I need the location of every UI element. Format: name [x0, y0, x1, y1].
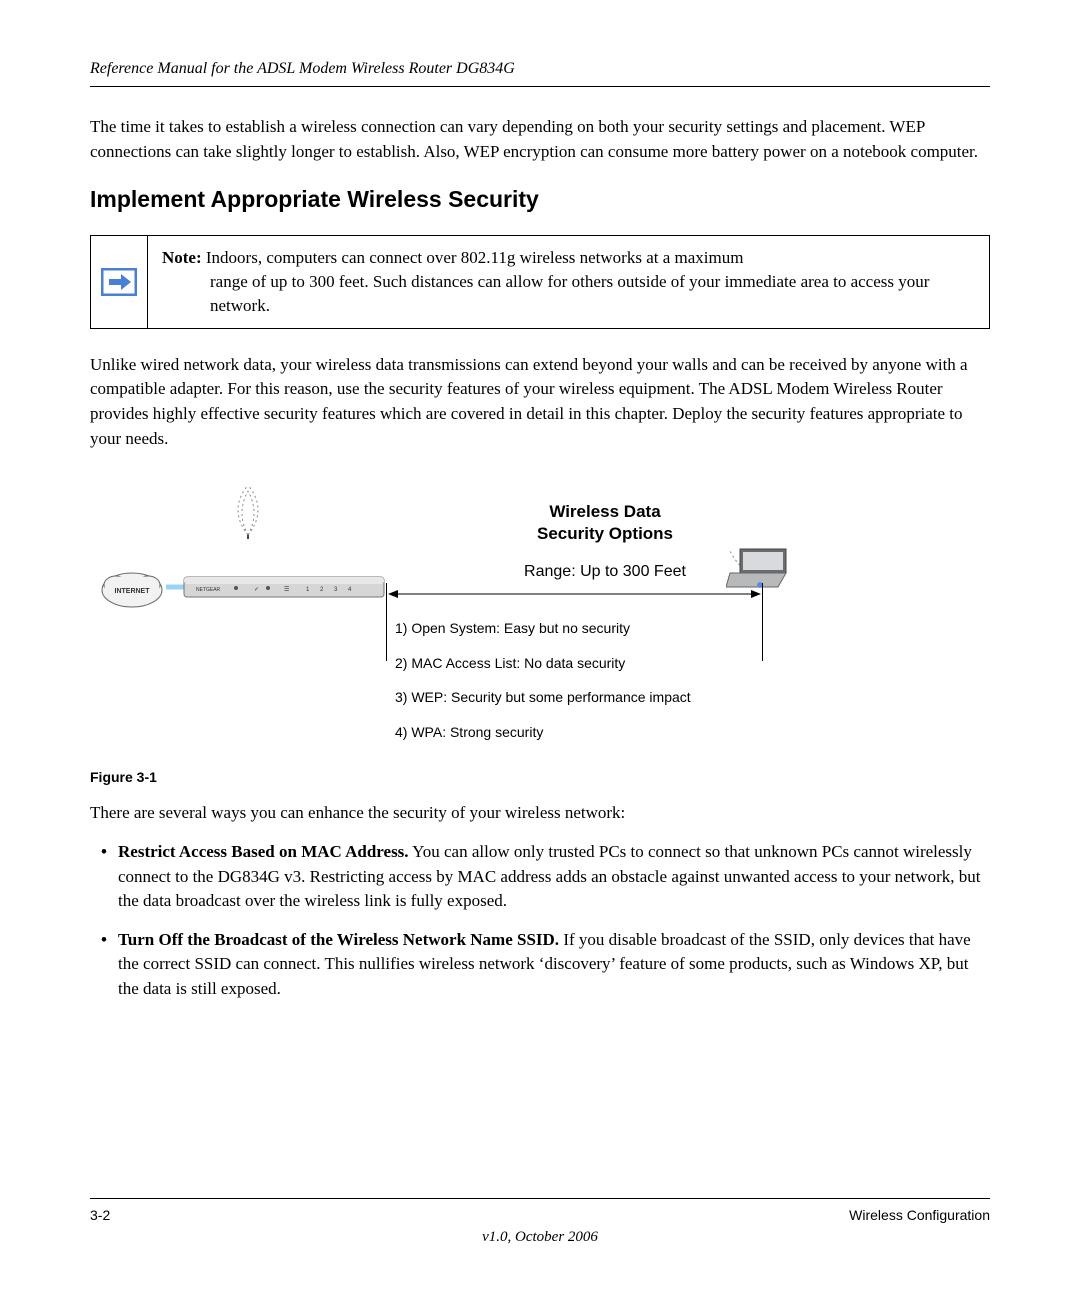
figure: INTERNET NETGEAR ✓ ☰ 1 2 3 4: [90, 475, 990, 755]
header-title: Reference Manual for the ADSL Modem Wire…: [90, 60, 515, 77]
list-item: • Turn Off the Broadcast of the Wireless…: [90, 928, 990, 1002]
figure-divider-right: [762, 583, 763, 661]
intro-paragraph: The time it takes to establish a wireles…: [90, 115, 990, 164]
svg-text:☰: ☰: [284, 586, 289, 593]
footer-page-number: 3-2: [90, 1207, 110, 1223]
internet-label: INTERNET: [115, 588, 151, 595]
note-rest: range of up to 300 feet. Such distances …: [210, 270, 975, 318]
note-label: Note:: [162, 248, 202, 267]
laptop-icon: [726, 547, 790, 591]
figure-option: 2) MAC Access List: No data security: [395, 650, 691, 677]
paragraph-3: There are several ways you can enhance t…: [90, 801, 990, 826]
page-header: Reference Manual for the ADSL Modem Wire…: [90, 60, 990, 87]
bullet-bold: Turn Off the Broadcast of the Wireless N…: [118, 930, 559, 949]
bullet-list: • Restrict Access Based on MAC Address. …: [90, 840, 990, 1002]
footer-section: Wireless Configuration: [849, 1207, 990, 1223]
footer-version: v1.0, October 2006: [90, 1229, 990, 1246]
note-first-line: Indoors, computers can connect over 802.…: [202, 248, 744, 267]
figure-caption: Figure 3-1: [90, 769, 990, 785]
figure-range-label: Range: Up to 300 Feet: [475, 563, 735, 581]
svg-text:NETGEAR: NETGEAR: [196, 587, 221, 593]
bullet-marker: •: [90, 928, 118, 1002]
section-heading: Implement Appropriate Wireless Security: [90, 186, 990, 213]
range-arrow-icon: [388, 589, 761, 599]
internet-cloud-icon: INTERNET: [98, 563, 168, 613]
antenna-waves-icon: [208, 475, 288, 539]
figure-option: 3) WEP: Security but some performance im…: [395, 684, 691, 711]
arrow-right-icon: [101, 268, 137, 296]
note-box: Note: Indoors, computers can connect ove…: [90, 235, 990, 328]
note-text: Note: Indoors, computers can connect ove…: [148, 236, 989, 327]
page-footer: 3-2 Wireless Configuration v1.0, October…: [90, 1198, 990, 1246]
router-icon: NETGEAR ✓ ☰ 1 2 3 4: [166, 569, 386, 605]
figure-title: Wireless Data Security Options: [475, 501, 735, 545]
figure-options-list: 1) Open System: Easy but no security 2) …: [395, 615, 691, 753]
figure-divider-left: [386, 583, 387, 661]
svg-text:✓: ✓: [254, 587, 259, 593]
paragraph-2: Unlike wired network data, your wireless…: [90, 353, 990, 452]
figure-option: 1) Open System: Easy but no security: [395, 615, 691, 642]
figure-option: 4) WPA: Strong security: [395, 719, 691, 746]
note-icon-cell: [91, 236, 148, 327]
list-item: • Restrict Access Based on MAC Address. …: [90, 840, 990, 914]
bullet-bold: Restrict Access Based on MAC Address.: [118, 842, 409, 861]
bullet-marker: •: [90, 840, 118, 914]
